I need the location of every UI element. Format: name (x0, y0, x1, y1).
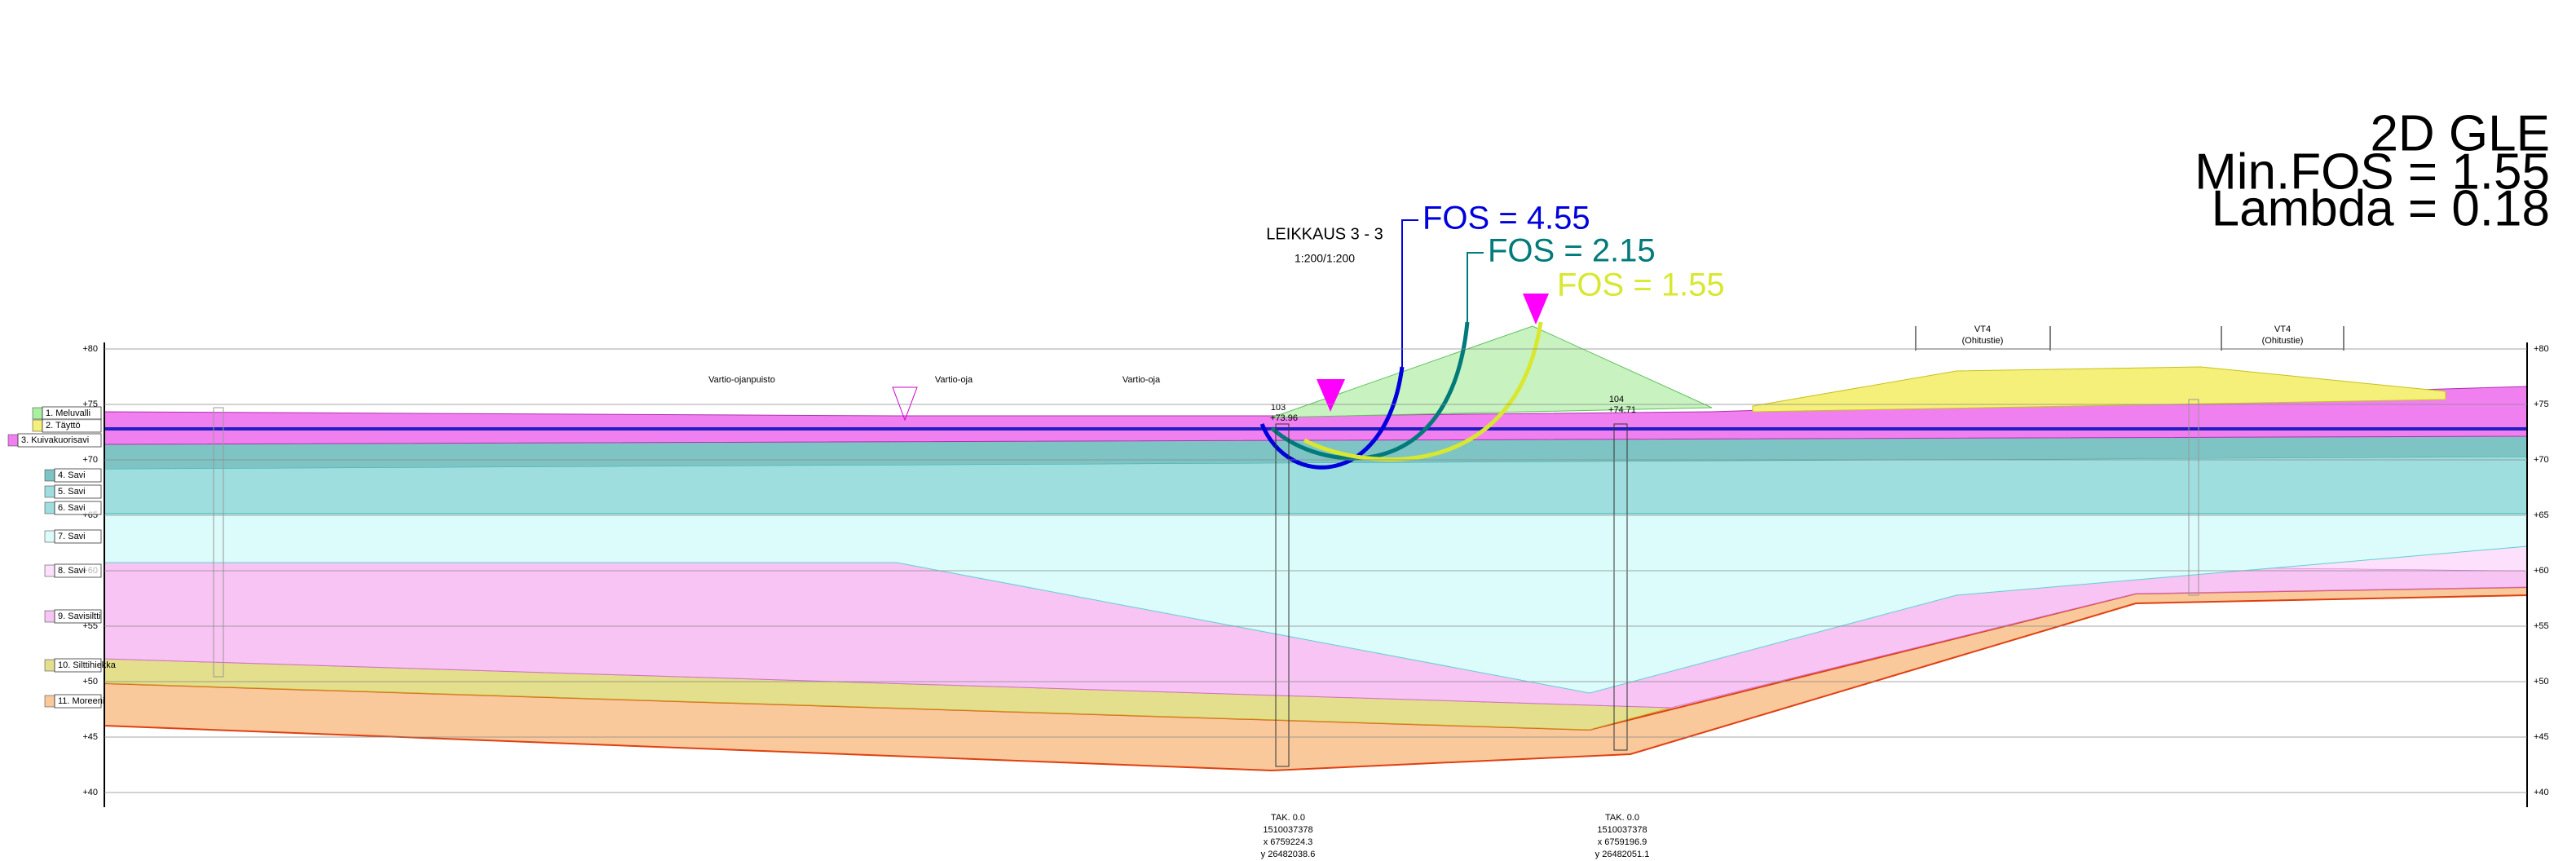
section-scale: 1:200/1:200 (1295, 252, 1355, 265)
coord: 1510037378 (1263, 825, 1312, 835)
layer-box (54, 468, 102, 483)
layer-label: 1. Meluvalli (46, 408, 90, 418)
layer-swatch (44, 501, 55, 514)
layer-label: 7. Savi (58, 532, 86, 541)
place: VT4 (2274, 325, 2291, 334)
coord: x 6759196.9 (1598, 837, 1647, 847)
borehole (1613, 423, 1628, 751)
elevation-label: +50 (82, 677, 98, 687)
borehole-top: +73.96 (1270, 413, 1298, 423)
layer-swatch (44, 530, 55, 543)
elevation-label: +40 (82, 788, 98, 797)
borehole-top: +74.71 (1608, 405, 1636, 415)
elevation-label: +65 (2534, 510, 2549, 520)
slip-circle (1270, 321, 1470, 461)
elevation-label: +60 (2534, 566, 2549, 576)
load-marker (1523, 294, 1549, 325)
coord: y 26482038.6 (1261, 850, 1316, 859)
layer-swatch (44, 485, 55, 498)
elevation-label: +50 (2534, 677, 2549, 687)
borehole (213, 407, 224, 678)
place: Vartio-ojanpuisto (708, 375, 775, 385)
leader (1401, 219, 1418, 367)
borehole-id: 103 (1271, 403, 1286, 413)
layer-box (54, 658, 102, 673)
elevation-label: +80 (82, 344, 98, 354)
layer-label: 4. Savi (58, 470, 86, 480)
layer-label: 8. Savi (58, 566, 86, 576)
borehole-id: 104 (1609, 395, 1624, 404)
load-marker (1317, 379, 1345, 412)
layer-box (54, 609, 102, 624)
layer-swatch (32, 419, 43, 432)
layer-label: 10. Silttihiekka (58, 660, 117, 670)
min-fos: Min.FOS = 1.55 (2194, 144, 2550, 200)
layer-box (54, 484, 102, 499)
layer-box (54, 501, 102, 515)
coord: y 26482051.1 (1595, 850, 1650, 859)
layer-box (54, 694, 102, 709)
place: Vartio-oja (935, 375, 973, 385)
layer-label: 3. Kuivakuorisavi (21, 435, 89, 445)
coord: TAK. 0.0 (1605, 813, 1639, 823)
fos-label: FOS = 2.15 (1488, 233, 1656, 269)
elevation-label: +40 (2534, 788, 2549, 797)
layer-box (17, 433, 102, 448)
layer-box (54, 529, 102, 544)
elevation-label: +70 (82, 455, 98, 465)
elevation-label: +45 (2534, 732, 2549, 742)
layer-label: 2. Täyttö (46, 421, 81, 430)
lambda: Lambda = 0.18 (2212, 180, 2550, 236)
section-title: LEIKKAUS 3 - 3 (1266, 225, 1383, 243)
layer-swatch (44, 695, 55, 708)
elevation-label: +55 (2534, 621, 2549, 631)
layer-swatch (44, 659, 55, 672)
coord: x 6759224.3 (1264, 837, 1313, 847)
fos-label: FOS = 1.55 (1557, 267, 1725, 303)
borehole (2188, 399, 2199, 596)
slip-circle (1303, 321, 1543, 461)
coord: 1510037378 (1597, 825, 1647, 835)
borehole (1275, 423, 1290, 767)
layer-label: 5. Savi (58, 487, 86, 497)
layer-label: 9. Savisiltti (58, 612, 101, 621)
layer-label: 11. Moreeni (58, 696, 104, 706)
layer-box (42, 418, 102, 433)
layer-swatch (7, 434, 19, 447)
layer-label: 6. Savi (58, 503, 86, 513)
layer-swatch (44, 564, 55, 577)
fos-label: FOS = 4.55 (1423, 201, 1590, 236)
elevation-label: +70 (2534, 455, 2549, 465)
embankment (1271, 325, 1713, 418)
place: (Ohitustie) (2262, 336, 2304, 346)
elevation-label: +55 (82, 621, 98, 631)
place: VT4 (1974, 325, 1991, 334)
elevation-label: +75 (2534, 400, 2549, 409)
layer-box (54, 563, 102, 578)
elevation-label: +45 (82, 732, 98, 742)
coord: TAK. 0.0 (1271, 813, 1305, 823)
layer-swatch (32, 407, 43, 420)
elevation-label: +80 (2534, 344, 2549, 354)
place: (Ohitustie) (1962, 336, 2004, 346)
marker (892, 386, 918, 422)
layer-swatch (44, 610, 55, 623)
place: Vartio-oja (1123, 375, 1161, 385)
method: 2D GLE (2370, 105, 2550, 161)
leader (1467, 252, 1484, 322)
layer-swatch (44, 469, 55, 482)
road-fill (1752, 366, 2446, 413)
